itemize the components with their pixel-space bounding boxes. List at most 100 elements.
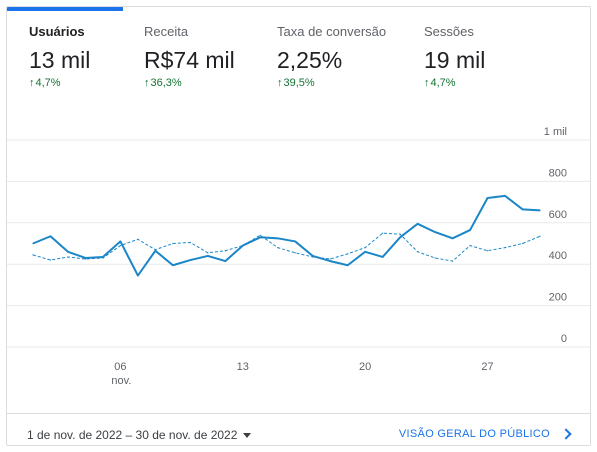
data-point-solid-1 — [32, 242, 34, 245]
line-chart: 0 200 400 600 800 1 mil 06 nov. 13 20 27 — [7, 126, 590, 387]
data-point-solid-9 — [172, 264, 174, 266]
data-point-dashed-14 — [259, 234, 261, 236]
data-point-dashed-30 — [539, 235, 541, 237]
data-point-solid-17 — [312, 255, 314, 257]
metric-delta-value: 39,5% — [283, 77, 315, 89]
metric-delta: ↑ 4,7% — [29, 77, 61, 89]
data-point-dashed-18 — [329, 258, 331, 260]
audience-overview-label: VISÃO GERAL DO PÚBLICO — [398, 428, 550, 440]
x-tick-label-13: 13 — [237, 361, 249, 373]
date-range-selector[interactable]: 1 de nov. de 2022 – 30 de nov. de 2022 — [27, 428, 252, 442]
data-point-dashed-29 — [521, 242, 524, 245]
x-tick-label-06: 06 — [114, 361, 126, 373]
data-point-solid-14 — [259, 236, 261, 238]
data-point-dashed-28 — [504, 247, 506, 249]
data-point-solid-6 — [119, 240, 122, 243]
data-point-solid-11 — [207, 255, 209, 257]
data-point-solid-26 — [469, 229, 471, 231]
acquisition-card: Usuários 13 mil ↑ 4,7% Receita R$74 mil ↑ 36,3%… — [6, 6, 591, 446]
data-point-solid-28 — [504, 195, 506, 197]
data-point-dashed-4 — [84, 258, 87, 260]
metric-value: 13 mil — [29, 47, 91, 73]
metric-label: Receita — [144, 24, 189, 39]
data-point-dashed-23 — [417, 251, 419, 253]
data-point-dashed-16 — [294, 252, 296, 254]
data-point-solid-29 — [521, 208, 524, 210]
y-tick-label-800: 800 — [549, 167, 567, 179]
data-point-solid-12 — [224, 260, 226, 262]
data-point-dashed-17 — [312, 256, 314, 258]
data-point-dashed-11 — [207, 252, 209, 254]
active-tab-indicator — [7, 7, 123, 11]
arrow-up-icon: ↑ — [144, 77, 150, 89]
data-point-dashed-19 — [347, 253, 349, 255]
data-point-dashed-24 — [434, 257, 436, 259]
data-point-solid-10 — [189, 259, 191, 261]
x-tick-label-20: 20 — [359, 361, 371, 373]
data-point-dashed-2 — [49, 259, 52, 261]
data-point-dashed-3 — [67, 256, 69, 258]
metric-delta-value: 4,7% — [35, 77, 61, 89]
metric-delta: ↑ 36,3% — [144, 77, 182, 89]
data-point-dashed-6 — [119, 244, 122, 247]
metric-delta-value: 4,7% — [430, 77, 456, 89]
data-point-solid-25 — [451, 237, 454, 239]
y-tick-label-1000: 1 mil — [544, 126, 567, 138]
arrow-up-icon: ↑ — [424, 77, 430, 89]
data-point-solid-30 — [539, 209, 541, 211]
data-point-dashed-15 — [277, 247, 279, 249]
y-tick-label-0: 0 — [561, 333, 567, 345]
data-point-solid-3 — [67, 251, 69, 253]
x-tick-sublabel-06: nov. — [111, 375, 131, 387]
data-point-dashed-5 — [102, 257, 104, 259]
data-point-solid-19 — [347, 264, 349, 266]
date-range-label: 1 de nov. de 2022 – 30 de nov. de 2022 — [27, 428, 238, 442]
data-point-solid-20 — [364, 251, 366, 253]
chevron-right-icon — [560, 428, 572, 440]
metric-delta: ↑ 4,7% — [424, 77, 456, 89]
metric-label: Usuários — [29, 24, 85, 39]
data-point-solid-22 — [399, 236, 401, 238]
data-point-dashed-27 — [486, 250, 489, 252]
data-point-dashed-21 — [382, 232, 384, 234]
series-line-dashed — [32, 232, 541, 262]
data-point-dashed-25 — [451, 260, 454, 262]
card-footer: 1 de nov. de 2022 – 30 de nov. de 2022 V… — [7, 413, 590, 445]
data-point-dashed-8 — [154, 249, 156, 251]
audience-overview-link[interactable]: VISÃO GERAL DO PÚBLICO — [398, 428, 572, 440]
data-point-dashed-7 — [137, 238, 139, 240]
arrow-up-icon: ↑ — [29, 77, 35, 89]
data-point-solid-8 — [154, 250, 156, 252]
metric-value: 2,25% — [277, 47, 343, 73]
data-point-solid-4 — [84, 257, 87, 259]
data-point-dashed-10 — [189, 241, 191, 244]
y-tick-label-600: 600 — [549, 209, 567, 221]
data-point-dashed-22 — [399, 233, 401, 235]
metric-delta: ↑ 39,5% — [277, 77, 315, 89]
metric-delta-value: 36,3% — [150, 77, 182, 89]
data-point-solid-24 — [434, 231, 436, 233]
metric-label: Taxa de conversão — [277, 24, 387, 39]
metric-label: Sessões — [424, 24, 474, 39]
metric-tabs: Usuários 13 mil ↑ 4,7% Receita R$74 mil ↑ 36,3%… — [7, 7, 590, 103]
metric-value: 19 mil — [424, 47, 486, 73]
data-point-dashed-20 — [364, 247, 366, 249]
data-point-dashed-9 — [172, 242, 174, 245]
data-point-solid-15 — [277, 237, 279, 239]
y-tick-label-200: 200 — [549, 292, 567, 304]
data-point-dashed-1 — [32, 254, 34, 256]
data-point-solid-7 — [137, 274, 139, 277]
data-point-solid-27 — [486, 197, 489, 199]
data-point-solid-2 — [49, 235, 52, 237]
x-tick-label-27: 27 — [481, 361, 493, 373]
series-line-solid — [32, 194, 541, 277]
caret-down-icon — [243, 432, 252, 438]
data-point-dashed-26 — [469, 244, 471, 247]
metric-value: R$74 mil — [144, 47, 235, 73]
data-point-solid-23 — [417, 223, 419, 225]
data-point-solid-21 — [382, 256, 384, 258]
arrow-up-icon: ↑ — [277, 77, 283, 89]
data-point-solid-18 — [329, 260, 331, 262]
data-point-solid-16 — [294, 240, 296, 243]
data-point-dashed-12 — [224, 250, 226, 252]
